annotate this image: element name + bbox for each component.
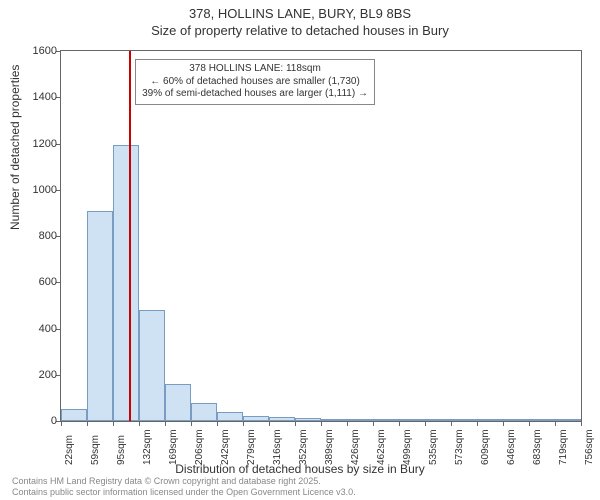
histogram-bar bbox=[139, 310, 165, 421]
xtick-mark bbox=[529, 421, 530, 426]
histogram-bar bbox=[113, 145, 139, 421]
xtick-label: 462sqm bbox=[376, 429, 387, 465]
xtick-label: 352sqm bbox=[298, 429, 309, 465]
xtick-label: 719sqm bbox=[558, 429, 569, 465]
marker-annotation: 378 HOLLINS LANE: 118sqm← 60% of detache… bbox=[135, 59, 375, 105]
ytick-label: 1600 bbox=[17, 45, 57, 57]
xtick-label: 426sqm bbox=[350, 429, 361, 465]
xtick-mark bbox=[477, 421, 478, 426]
histogram-bar bbox=[477, 419, 503, 421]
xtick-label: 95sqm bbox=[116, 435, 127, 465]
histogram-bar bbox=[87, 211, 113, 421]
xtick-label: 573sqm bbox=[454, 429, 465, 465]
xtick-mark bbox=[425, 421, 426, 426]
histogram-bar bbox=[451, 419, 477, 421]
ytick-label: 600 bbox=[17, 276, 57, 288]
ytick-label: 800 bbox=[17, 230, 57, 242]
xtick-mark bbox=[581, 421, 582, 426]
xtick-label: 389sqm bbox=[324, 429, 335, 465]
histogram-bar bbox=[165, 384, 191, 421]
ytick-label: 200 bbox=[17, 369, 57, 381]
histogram-bar bbox=[425, 419, 451, 421]
histogram-bar bbox=[503, 419, 529, 421]
xtick-label: 242sqm bbox=[220, 429, 231, 465]
xtick-label: 756sqm bbox=[584, 429, 595, 465]
histogram-bar bbox=[217, 412, 243, 421]
ytick-label: 400 bbox=[17, 323, 57, 335]
chart-container: 378, HOLLINS LANE, BURY, BL9 8BS Size of… bbox=[0, 0, 600, 500]
xtick-label: 206sqm bbox=[194, 429, 205, 465]
xtick-mark bbox=[399, 421, 400, 426]
footer-line-2: Contains public sector information licen… bbox=[12, 487, 356, 498]
xtick-mark bbox=[347, 421, 348, 426]
annotation-line: ← 60% of detached houses are smaller (1,… bbox=[142, 76, 368, 89]
xtick-label: 169sqm bbox=[168, 429, 179, 465]
xtick-mark bbox=[113, 421, 114, 426]
ytick-label: 1200 bbox=[17, 138, 57, 150]
xtick-label: 132sqm bbox=[142, 429, 153, 465]
xtick-mark bbox=[451, 421, 452, 426]
footer-attribution: Contains HM Land Registry data © Crown c… bbox=[12, 476, 356, 498]
xtick-mark bbox=[191, 421, 192, 426]
histogram-bar bbox=[295, 418, 321, 421]
xtick-mark bbox=[243, 421, 244, 426]
histogram-bar bbox=[529, 419, 555, 421]
xtick-mark bbox=[555, 421, 556, 426]
x-axis-label: Distribution of detached houses by size … bbox=[0, 462, 600, 476]
xtick-mark bbox=[321, 421, 322, 426]
plot-area: 0200400600800100012001400160022sqm59sqm9… bbox=[60, 50, 582, 422]
histogram-bar bbox=[373, 419, 399, 421]
ytick-label: 1400 bbox=[17, 91, 57, 103]
footer-line-1: Contains HM Land Registry data © Crown c… bbox=[12, 476, 356, 487]
histogram-bar bbox=[321, 419, 347, 421]
marker-line bbox=[129, 51, 131, 421]
histogram-bar bbox=[243, 416, 269, 421]
xtick-mark bbox=[269, 421, 270, 426]
xtick-label: 609sqm bbox=[480, 429, 491, 465]
histogram-bar bbox=[555, 419, 581, 421]
annotation-line: 39% of semi-detached houses are larger (… bbox=[142, 88, 368, 101]
xtick-label: 499sqm bbox=[402, 429, 413, 465]
xtick-mark bbox=[61, 421, 62, 426]
xtick-label: 316sqm bbox=[272, 429, 283, 465]
xtick-mark bbox=[373, 421, 374, 426]
xtick-mark bbox=[87, 421, 88, 426]
histogram-bar bbox=[191, 403, 217, 422]
xtick-label: 59sqm bbox=[90, 435, 101, 465]
ytick-label: 1000 bbox=[17, 184, 57, 196]
ytick-label: 0 bbox=[17, 415, 57, 427]
annotation-line: 378 HOLLINS LANE: 118sqm bbox=[142, 63, 368, 76]
xtick-label: 683sqm bbox=[532, 429, 543, 465]
xtick-mark bbox=[139, 421, 140, 426]
xtick-mark bbox=[295, 421, 296, 426]
xtick-mark bbox=[503, 421, 504, 426]
xtick-mark bbox=[165, 421, 166, 426]
xtick-label: 22sqm bbox=[64, 435, 75, 465]
xtick-mark bbox=[217, 421, 218, 426]
histogram-bar bbox=[347, 419, 373, 421]
histogram-bar bbox=[269, 417, 295, 421]
xtick-label: 279sqm bbox=[246, 429, 257, 465]
title-line-1: 378, HOLLINS LANE, BURY, BL9 8BS bbox=[0, 6, 600, 23]
xtick-label: 535sqm bbox=[428, 429, 439, 465]
title-line-2: Size of property relative to detached ho… bbox=[0, 23, 600, 40]
chart-title: 378, HOLLINS LANE, BURY, BL9 8BS Size of… bbox=[0, 0, 600, 40]
histogram-bar bbox=[399, 419, 425, 421]
xtick-label: 646sqm bbox=[506, 429, 517, 465]
histogram-bar bbox=[61, 409, 87, 421]
